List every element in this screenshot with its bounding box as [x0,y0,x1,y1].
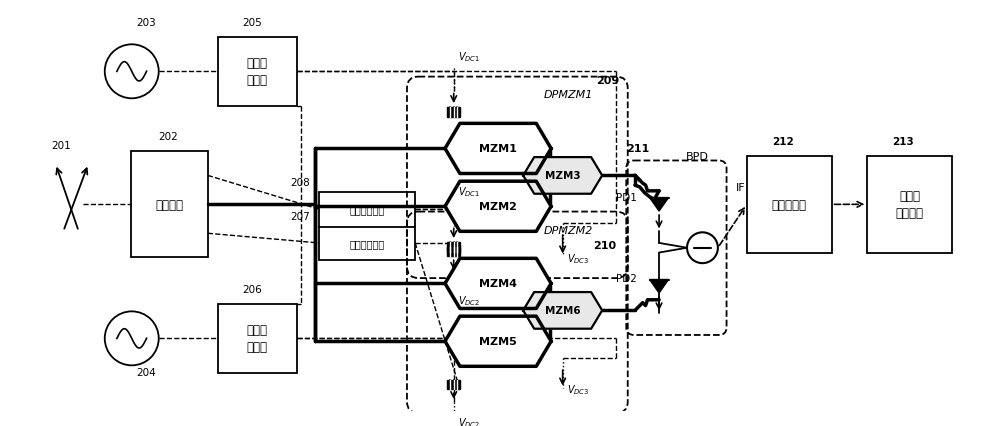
Bar [447,247,460,257]
Bar [747,157,832,253]
Text: 第二电衰减器: 第二电衰减器 [349,204,385,215]
Text: 208: 208 [290,178,310,187]
Text: PD1: PD1 [616,192,637,202]
Bar [447,108,460,117]
Text: 205: 205 [243,18,262,28]
Text: $V_{DC3}$: $V_{DC3}$ [567,383,589,396]
Text: 210: 210 [594,240,617,250]
Text: 201: 201 [52,141,71,151]
Text: 212: 212 [772,136,794,146]
Bar [131,152,208,258]
Text: 第二电
功分器: 第二电 功分器 [247,324,268,354]
Bar [867,157,952,253]
Text: 光功分器: 光功分器 [155,199,183,211]
Bar [447,380,460,389]
Text: BPD: BPD [686,152,709,161]
Text: 第一电衰减器: 第一电衰减器 [349,238,385,248]
Polygon shape [445,124,551,174]
Bar [218,37,297,107]
Bar [319,193,415,227]
Text: MZM6: MZM6 [545,306,580,316]
Polygon shape [650,280,669,294]
Polygon shape [523,158,602,194]
Text: $V_{DC3}$: $V_{DC3}$ [567,252,589,265]
Text: 206: 206 [243,285,262,294]
Text: MZM1: MZM1 [479,144,517,154]
Text: $V_{DC2}$: $V_{DC2}$ [458,415,480,426]
Text: $V_{DC2}$: $V_{DC2}$ [458,294,480,308]
Text: 213: 213 [892,136,914,146]
Text: 207: 207 [290,211,310,221]
Text: 209: 209 [596,76,620,86]
Polygon shape [523,292,602,329]
Bar [447,242,460,252]
Bar [218,304,297,373]
Polygon shape [650,198,669,212]
Text: 第一电
功分器: 第一电 功分器 [247,57,268,87]
Text: PD2: PD2 [616,274,637,284]
Text: DPMZM2: DPMZM2 [543,226,593,236]
Polygon shape [445,317,551,366]
Text: $V_{DC1}$: $V_{DC1}$ [458,184,480,198]
Text: $V_{DC1}$: $V_{DC1}$ [458,50,480,63]
Text: 203: 203 [137,18,156,28]
Text: DPMZM1: DPMZM1 [543,90,593,100]
Text: MZM5: MZM5 [479,337,517,346]
Text: MZM4: MZM4 [479,279,517,289]
Text: 202: 202 [158,132,178,141]
Text: IF: IF [736,182,746,193]
Text: 数字信
号处理器: 数字信 号处理器 [896,190,924,220]
Polygon shape [445,182,551,232]
Text: 模数转换器: 模数转换器 [772,199,807,211]
Text: 204: 204 [137,367,156,377]
Text: MZM3: MZM3 [545,171,580,181]
Text: MZM2: MZM2 [479,202,517,212]
Bar [319,226,415,261]
Polygon shape [445,259,551,309]
Text: 211: 211 [626,144,650,154]
